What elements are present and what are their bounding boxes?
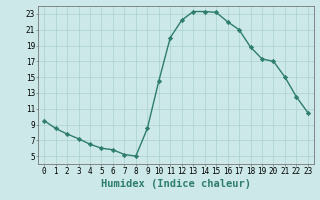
X-axis label: Humidex (Indice chaleur): Humidex (Indice chaleur) (101, 179, 251, 189)
